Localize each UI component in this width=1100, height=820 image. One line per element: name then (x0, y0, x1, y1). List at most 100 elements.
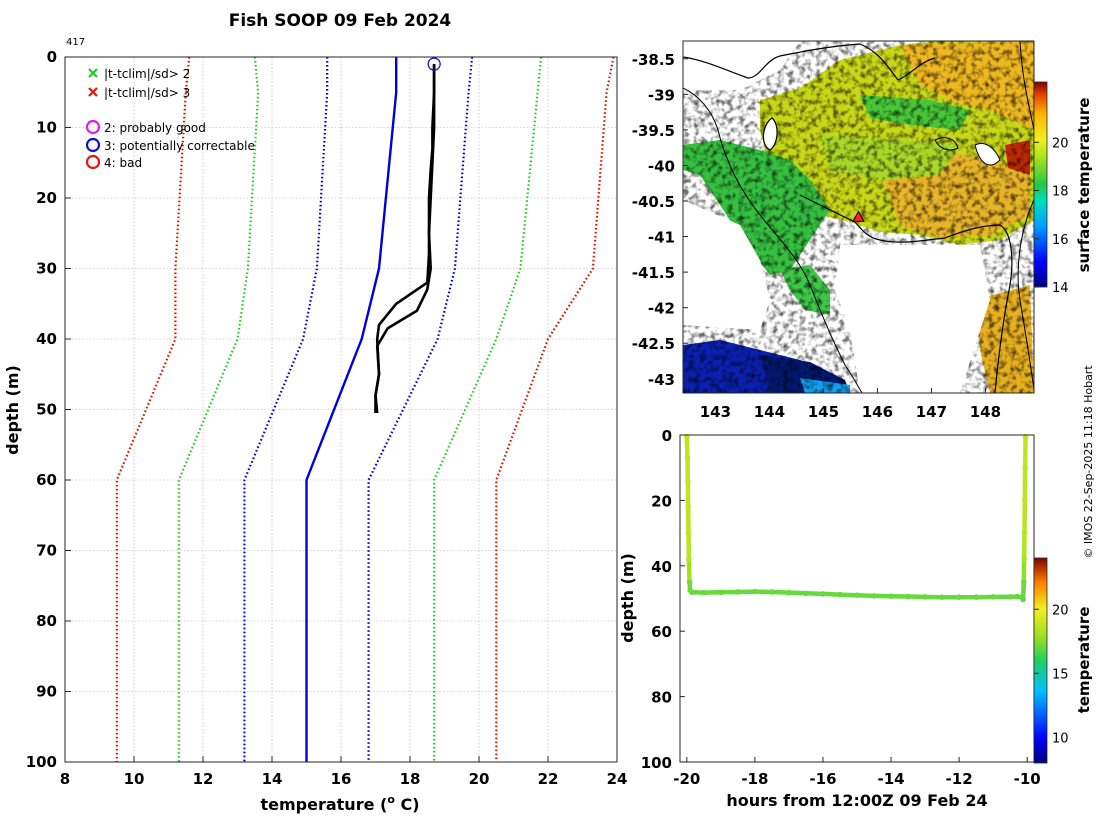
temperature-colorbar-label: temperature (1075, 607, 1093, 714)
legend-x-marker (88, 68, 98, 78)
depth-time-point (939, 594, 945, 600)
depth-time-point (1021, 556, 1027, 563)
island (934, 137, 959, 151)
depth-time-segment (820, 591, 843, 597)
lat-tick-label: -40.5 (632, 193, 675, 211)
isobath (1017, 199, 1034, 391)
x-tick-label: -10 (1014, 770, 1041, 788)
depth-time-point (871, 593, 877, 599)
depth-time-point (735, 589, 741, 595)
depth-time-point (1021, 530, 1028, 536)
legend-label: |t-tclim|/sd> 3 (104, 86, 190, 100)
lon-tick-label: 143 (700, 403, 731, 421)
depth-time-segment (837, 592, 860, 598)
legend-item-3sd: |t-tclim|/sd> 3 (88, 86, 190, 100)
depth-time-point (854, 592, 860, 599)
depth-time-point (820, 591, 826, 597)
lat-tick-label: -39.5 (632, 122, 675, 140)
y-tick-label: 60 (651, 623, 672, 641)
y-tick-label: 20 (36, 189, 57, 207)
flinders-island (974, 143, 1001, 166)
x-tick-label: -20 (673, 770, 700, 788)
y-tick-label: 40 (651, 558, 672, 576)
depth-time-point (990, 594, 996, 600)
colorbar-tick-label: 16 (1052, 233, 1069, 248)
depth-time-points (684, 433, 1029, 603)
y-tick-label: 50 (36, 401, 57, 419)
lat-tick-label: -43 (648, 371, 675, 389)
climatology--1sd (243, 57, 329, 762)
depth-time-point (973, 594, 979, 600)
y-tick-label: 90 (36, 683, 57, 701)
lon-tick-label: 147 (916, 403, 947, 421)
depth-time-point (888, 593, 894, 600)
tasmania-coast (799, 194, 1013, 393)
shelf-isobath (683, 87, 863, 393)
profile-cast-down (374, 64, 436, 413)
profile-y-label: depth (m) (3, 365, 22, 455)
station-marker (852, 210, 865, 222)
climatology-+1sd (367, 56, 474, 762)
depth-time-point (769, 589, 775, 595)
depth-time-segment (769, 589, 792, 595)
king-island (762, 117, 778, 151)
chart-title: Fish SOOP 09 Feb 2024 (229, 11, 452, 31)
x-tick-label: 22 (538, 770, 559, 788)
depth-time-point (837, 591, 843, 598)
legend-item-qc2: 2: probably good (85, 119, 206, 135)
lat-tick-label: -40 (648, 157, 675, 175)
depth-time-point (685, 477, 691, 484)
cloud-mask (683, 41, 800, 90)
y-tick-label: 100 (26, 753, 57, 771)
depth-time-point (1014, 593, 1020, 600)
x-tick-label: 12 (193, 770, 214, 788)
depth-time-point (786, 589, 792, 596)
colorbar-tick-label: 15 (1052, 667, 1069, 682)
x-tick-label: 10 (124, 770, 145, 788)
legend-label: 2: probably good (104, 121, 206, 135)
colorbar-tick-label: 20 (1052, 136, 1069, 151)
lon-tick-label: 148 (970, 403, 1001, 421)
depth-time-point (685, 530, 692, 536)
legend: |t-tclim|/sd> 2 |t-tclim|/sd> 3 2: proba… (85, 67, 255, 170)
legend-label: 4: bad (104, 156, 142, 170)
y-tick-label: 0 (662, 427, 672, 445)
y-tick-label: 20 (651, 492, 672, 510)
cloud-mask (683, 200, 770, 330)
colorbar-tick-label: 20 (1052, 603, 1069, 618)
coastline (683, 43, 936, 81)
depth-time-y-label: depth (m) (618, 553, 637, 643)
depth-time-point (689, 589, 695, 596)
lat-tick-label: -42.5 (632, 335, 675, 353)
legend-label: |t-tclim|/sd> 2 (104, 67, 190, 81)
x-tick-label: 20 (469, 770, 490, 788)
depth-time-point (1022, 497, 1028, 504)
x-tick-label: -16 (809, 770, 836, 788)
lon-tick-label: 144 (754, 403, 785, 421)
depth-time-point (684, 455, 691, 461)
map-lat-ticks: -38.5 -39 -39.5 -40 -40.5 -41 -41.5 -42 -42.5 -43 (632, 51, 688, 389)
legend-x-marker (88, 87, 98, 97)
depth-time-segment (686, 557, 692, 585)
depth-time-point (718, 589, 724, 596)
legend-circle-marker (85, 137, 101, 153)
depth-time-point (1020, 579, 1027, 585)
depth-time-segment (854, 592, 877, 599)
y-tick-label: 0 (47, 48, 57, 66)
depth-time-point (685, 504, 691, 510)
depth-time-x-label: hours from 12:00Z 09 Feb 24 (726, 791, 987, 810)
depth-time-point (1020, 596, 1026, 603)
profile-count: 417 (66, 37, 85, 48)
colorbar-tick-label: 18 (1052, 185, 1069, 200)
climatology--3sd (115, 56, 191, 762)
cloud-mask (835, 245, 990, 393)
legend-circle-marker (85, 154, 101, 170)
profile-x-label: temperature (o C) (260, 793, 419, 814)
depth-time-point (905, 593, 911, 600)
climatology-+3sd (495, 56, 615, 762)
x-tick-label: 16 (331, 770, 352, 788)
lat-tick-label: -38.5 (632, 51, 675, 69)
profile-gridlines (64, 56, 618, 763)
temperature-profile (374, 57, 441, 414)
